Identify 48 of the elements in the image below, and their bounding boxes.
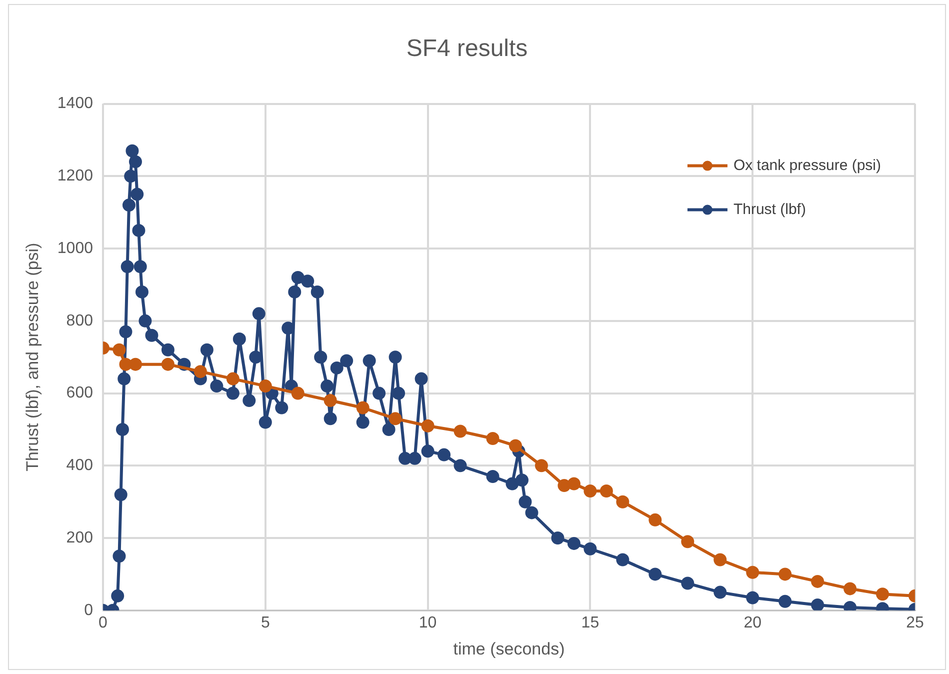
point [600, 484, 613, 498]
x-tick-label: 10 [418, 614, 437, 632]
x-tick-label: 5 [260, 614, 270, 632]
point [194, 365, 207, 378]
point [714, 553, 727, 566]
point [778, 568, 792, 581]
point [324, 394, 337, 408]
x-axis-title: time (seconds) [453, 639, 565, 658]
x-tick-label: 20 [744, 614, 762, 632]
point [356, 401, 370, 414]
point [119, 358, 132, 371]
point [291, 386, 304, 400]
point [616, 495, 630, 508]
x-tick-label: 0 [98, 614, 108, 632]
point [648, 513, 662, 526]
point [558, 479, 571, 492]
point [567, 477, 580, 490]
point [486, 432, 500, 446]
point [534, 459, 548, 472]
legend-label: Ox tank pressure (psi) [733, 156, 882, 174]
point [128, 358, 142, 371]
y-tick-label: 1400 [57, 95, 94, 112]
point [681, 535, 694, 548]
point [876, 588, 890, 601]
y-axis-title: Thrust (lbf), and pressure (psi) [22, 242, 42, 472]
point [112, 343, 126, 356]
point [454, 424, 467, 438]
y-tick-label: 200 [66, 529, 94, 546]
point [508, 439, 522, 452]
point [388, 412, 402, 426]
y-tick-label: 600 [66, 384, 94, 402]
point [226, 372, 240, 386]
legend-label: Thrust (lbf) [733, 200, 806, 218]
y-tick-label: 800 [66, 312, 94, 330]
point [421, 419, 434, 432]
y-tick-label: 1000 [57, 240, 94, 257]
point [746, 566, 760, 579]
point [258, 380, 272, 393]
point [844, 582, 857, 596]
x-tick-label: 15 [581, 614, 600, 632]
point [584, 484, 597, 498]
x-tick-label: 25 [906, 614, 924, 632]
y-tick-label: 400 [66, 457, 94, 474]
y-tick-label: 1200 [57, 168, 94, 185]
point [161, 358, 174, 371]
chart-title: SF4 results [406, 35, 528, 62]
y-tick-label: 0 [84, 602, 94, 619]
point [811, 574, 824, 588]
